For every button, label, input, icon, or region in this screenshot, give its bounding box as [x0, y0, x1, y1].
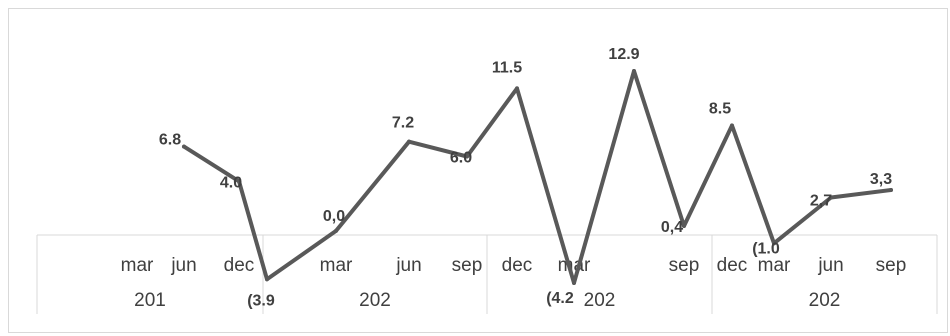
data-label-13: 3,3	[870, 171, 892, 188]
data-point-1	[237, 179, 241, 184]
data-label-2: (3.9	[247, 292, 275, 309]
year-label-3: 202	[809, 290, 841, 311]
data-label-0: 6.8	[159, 132, 181, 149]
data-point-0	[182, 144, 186, 149]
year-label-1: 202	[359, 290, 391, 311]
month-label-8: mar	[558, 255, 591, 276]
series-line	[182, 69, 893, 285]
month-label-7: dec	[502, 255, 533, 276]
data-point-12	[829, 195, 833, 200]
month-label-6: sep	[452, 255, 483, 276]
data-label-1: 4.0	[220, 174, 242, 191]
data-label-11: (1.0	[752, 240, 780, 257]
data-label-5: 6.0	[450, 150, 472, 167]
data-label-3: 0,0	[323, 208, 345, 225]
data-label-7: (4.2	[546, 290, 574, 307]
year-label-0: 201	[134, 290, 166, 311]
data-point-13	[889, 188, 893, 193]
month-label-13: jun	[817, 255, 843, 276]
chart-frame: 201 202 202 202 mar jun dec mar jun sep dec mar sep d…	[8, 8, 948, 333]
data-label-4: 7.2	[392, 115, 414, 132]
data-label-9: 0,4	[661, 219, 683, 236]
year-label-2: 202	[584, 290, 616, 311]
data-label-6: 11.5	[492, 59, 522, 76]
data-point-2	[265, 277, 269, 282]
month-label-1: jun	[170, 255, 196, 276]
data-label-8: 12.9	[608, 46, 639, 63]
month-label-12: mar	[758, 255, 791, 276]
month-label-0: mar	[121, 255, 154, 276]
data-point-3	[334, 228, 338, 233]
data-point-6	[515, 86, 519, 91]
data-label-12: 2,7	[810, 192, 832, 209]
data-point-5	[465, 154, 469, 159]
month-label-11: dec	[717, 255, 748, 276]
data-label-10: 8.5	[709, 101, 731, 118]
data-point-4	[407, 139, 411, 144]
data-point-8	[632, 69, 636, 73]
month-label-4: mar	[320, 255, 353, 276]
month-label-14: sep	[876, 255, 907, 276]
month-label-10: sep	[669, 255, 700, 276]
data-point-9	[682, 223, 686, 228]
month-label-2: dec	[224, 255, 255, 276]
data-point-10	[730, 123, 734, 128]
data-point-7	[572, 281, 576, 285]
data-point-11	[772, 241, 776, 246]
month-label-5: jun	[395, 255, 421, 276]
